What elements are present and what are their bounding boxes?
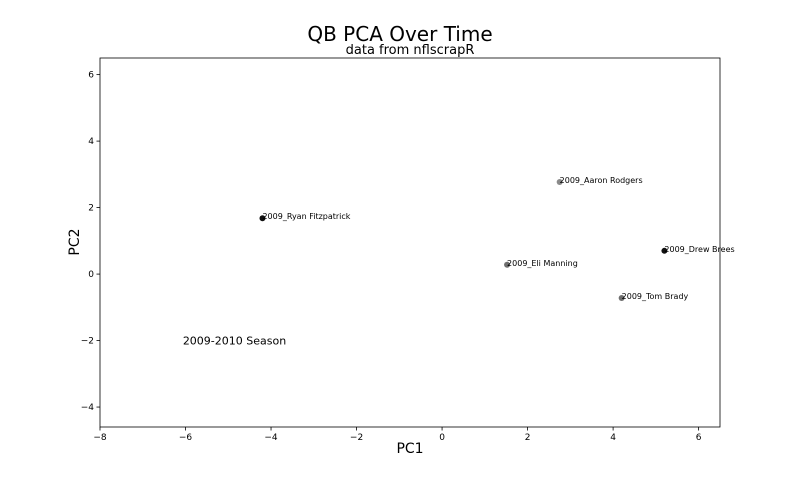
point-label: 2009_Eli Manning bbox=[507, 259, 578, 268]
x-tick-label: −8 bbox=[93, 433, 107, 443]
x-tick-label: 0 bbox=[439, 433, 445, 443]
y-tick-label: 6 bbox=[88, 71, 94, 81]
season-annotation: 2009-2010 Season bbox=[183, 335, 286, 348]
point-label: 2009_Aaron Rodgers bbox=[560, 176, 643, 185]
data-point bbox=[259, 215, 266, 222]
data-points: 2009_Ryan Fitzpatrick 2009_Aaron Rodgers 2… bbox=[259, 176, 735, 302]
point-label: 2009_Drew Brees bbox=[664, 245, 734, 254]
data-point bbox=[661, 247, 668, 254]
y-tick-label: −2 bbox=[81, 337, 94, 347]
data-point bbox=[618, 295, 625, 302]
data-point bbox=[556, 178, 563, 185]
data-point bbox=[504, 261, 511, 268]
y-tick-label: −4 bbox=[81, 403, 95, 413]
point-label: 2009_Tom Brady bbox=[622, 292, 689, 301]
chart-title: QB PCA Over Time bbox=[307, 22, 492, 46]
x-tick-label: −6 bbox=[179, 433, 193, 443]
chart-subtitle: data from nflscrapR bbox=[346, 43, 475, 58]
y-axis-label: PC2 bbox=[67, 228, 83, 255]
x-tick-label: 6 bbox=[696, 433, 702, 443]
y-tick-label: 2 bbox=[88, 204, 94, 214]
x-tick-label: −4 bbox=[264, 433, 278, 443]
plot-frame bbox=[99, 57, 721, 428]
point-label: 2009_Ryan Fitzpatrick bbox=[262, 212, 350, 221]
x-tick-label: 2 bbox=[525, 433, 531, 443]
y-tick-label: 0 bbox=[88, 270, 94, 280]
x-tick-label: 4 bbox=[610, 433, 616, 443]
y-tick-label: 4 bbox=[88, 137, 94, 147]
axis-ticks: −8 −6 −4 −2 0 2 4 6 −4 −2 0 2 4 6 bbox=[81, 71, 702, 443]
x-axis-label: PC1 bbox=[396, 441, 423, 457]
x-tick-label: −2 bbox=[350, 433, 363, 443]
